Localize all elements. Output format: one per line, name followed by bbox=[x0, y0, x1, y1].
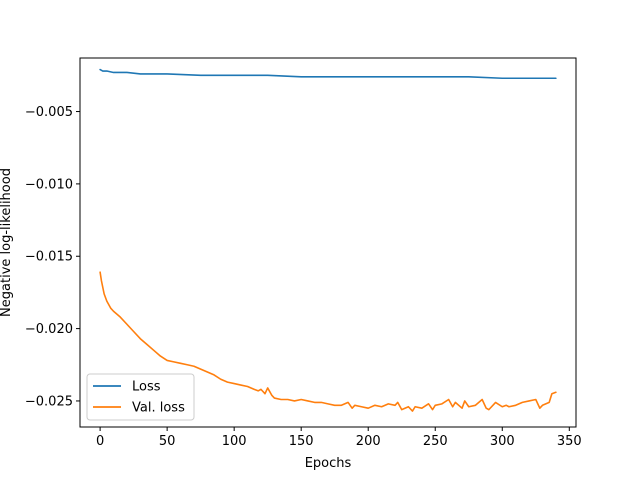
y-tick-label: −0.010 bbox=[25, 177, 73, 192]
x-axis-ticks: 0 50 100 150 200 250 300 350 bbox=[96, 427, 582, 449]
x-tick-label: 250 bbox=[423, 434, 448, 449]
x-tick-label: 350 bbox=[557, 434, 582, 449]
plot-lines bbox=[99, 68, 557, 412]
series-line-loss bbox=[99, 68, 557, 80]
x-tick-label: 200 bbox=[356, 434, 381, 449]
x-tick-label: 50 bbox=[159, 434, 176, 449]
legend-label: Val. loss bbox=[132, 401, 185, 416]
x-tick-label: 0 bbox=[96, 434, 104, 449]
x-tick-label: 150 bbox=[289, 434, 314, 449]
y-tick-label: −0.020 bbox=[25, 322, 73, 337]
series-line-val-loss bbox=[99, 271, 557, 412]
legend-label: Loss bbox=[132, 380, 161, 395]
y-axis-ticks: −0.005 −0.010 −0.015 −0.020 −0.025 bbox=[25, 105, 80, 409]
plot-frame bbox=[79, 57, 577, 428]
y-tick-label: −0.015 bbox=[25, 250, 73, 265]
legend: Loss Val. loss bbox=[86, 373, 195, 421]
y-axis-label: Negative log-likelihood bbox=[0, 168, 14, 317]
y-tick-label: −0.025 bbox=[25, 394, 73, 409]
x-axis-label: Epochs bbox=[305, 456, 352, 471]
x-tick-label: 300 bbox=[490, 434, 515, 449]
y-tick-label: −0.005 bbox=[25, 105, 73, 120]
x-tick-label: 100 bbox=[222, 434, 247, 449]
